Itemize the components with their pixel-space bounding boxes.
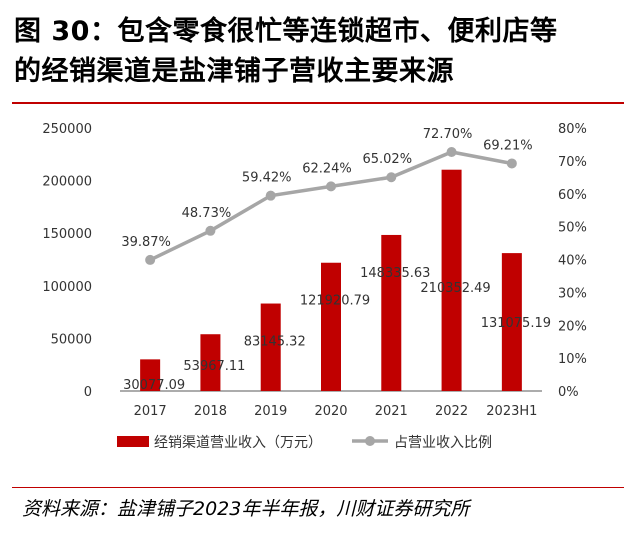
left-tick-label: 250000 bbox=[42, 122, 92, 137]
left-tick-label: 150000 bbox=[42, 227, 92, 242]
bar-series bbox=[140, 169, 522, 391]
legend-line-label: 占营业收入比例 bbox=[394, 435, 492, 451]
right-tick-label: 20% bbox=[558, 319, 587, 334]
source-rule bbox=[12, 487, 624, 488]
title-line-2: 的经销渠道是盐津铺子营收主要来源 bbox=[14, 56, 454, 87]
right-tick-label: 70% bbox=[558, 155, 587, 170]
left-tick-label: 0 bbox=[84, 385, 92, 400]
bar bbox=[441, 169, 462, 391]
bar-value-label: 148335.63 bbox=[360, 266, 430, 281]
bar-value-label: 121920.79 bbox=[300, 294, 370, 309]
title-rule bbox=[12, 102, 624, 104]
line-value-label: 65.02% bbox=[362, 152, 412, 167]
line-point bbox=[205, 225, 216, 236]
data-labels: 30077.09 53967.11 83145.32 121920.79 148335.… bbox=[121, 127, 551, 393]
bar-value-label: 53967.11 bbox=[183, 359, 245, 374]
line-point bbox=[386, 172, 397, 183]
line-value-label: 39.87% bbox=[121, 235, 171, 250]
legend: 经销渠道营业收入（万元） 占营业收入比例 bbox=[117, 435, 492, 451]
line-point bbox=[145, 254, 156, 265]
right-tick-label: 60% bbox=[558, 188, 587, 203]
bar bbox=[260, 303, 281, 391]
title-line-1: 图 30：包含零食很忙等连锁超市、便利店等 bbox=[14, 16, 558, 47]
bar-value-label: 210352.49 bbox=[420, 281, 490, 296]
chart-axes: 0 50000 100000 150000 200000 250000 0% 10% 20% 30… bbox=[42, 122, 587, 419]
line-value-label: 62.24% bbox=[302, 161, 352, 176]
bar bbox=[140, 359, 161, 391]
right-tick-label: 50% bbox=[558, 221, 587, 236]
left-tick-label: 100000 bbox=[42, 280, 92, 295]
line-value-label: 48.73% bbox=[182, 206, 232, 221]
bar bbox=[200, 334, 221, 391]
line-series bbox=[145, 146, 517, 265]
line-value-label: 69.21% bbox=[483, 138, 533, 153]
bar-value-label: 30077.09 bbox=[123, 378, 185, 393]
line-point bbox=[506, 158, 517, 169]
x-tick-label: 2020 bbox=[314, 404, 347, 419]
line-value-label: 72.70% bbox=[423, 127, 473, 142]
line-point bbox=[326, 181, 336, 192]
right-tick-label: 80% bbox=[558, 122, 587, 137]
line-value-label: 59.42% bbox=[242, 171, 292, 186]
right-tick-label: 40% bbox=[558, 254, 587, 269]
bar-value-label: 83145.32 bbox=[244, 335, 306, 350]
x-tick-label: 2021 bbox=[375, 404, 408, 419]
x-tick-label: 2022 bbox=[435, 404, 468, 419]
legend-bar-swatch bbox=[117, 436, 149, 447]
chart: 0 50000 100000 150000 200000 250000 0% 10% 20% 30… bbox=[42, 122, 587, 451]
bar bbox=[321, 262, 341, 391]
line-point bbox=[265, 190, 276, 201]
x-tick-label: 2018 bbox=[194, 404, 227, 419]
x-tick-label: 2019 bbox=[254, 404, 287, 419]
line-point bbox=[446, 146, 457, 157]
right-tick-label: 30% bbox=[558, 286, 587, 301]
right-tick-label: 0% bbox=[558, 385, 579, 400]
bar-value-label: 131075.19 bbox=[481, 316, 551, 331]
bar bbox=[381, 234, 402, 391]
x-tick-label: 2017 bbox=[134, 404, 167, 419]
left-tick-label: 200000 bbox=[42, 175, 92, 190]
legend-bar-label: 经销渠道营业收入（万元） bbox=[154, 435, 322, 451]
right-tick-label: 10% bbox=[558, 352, 587, 367]
legend-line-marker bbox=[365, 436, 375, 446]
x-tick-label: 2023H1 bbox=[486, 404, 537, 419]
left-tick-label: 50000 bbox=[51, 332, 92, 347]
bar bbox=[501, 253, 522, 391]
source-note: 资料来源：盐津铺子2023年半年报，川财证券研究所 bbox=[22, 498, 470, 520]
figure-title: 图 30：包含零食很忙等连锁超市、便利店等 的经销渠道是盐津铺子营收主要来源 bbox=[14, 12, 614, 92]
